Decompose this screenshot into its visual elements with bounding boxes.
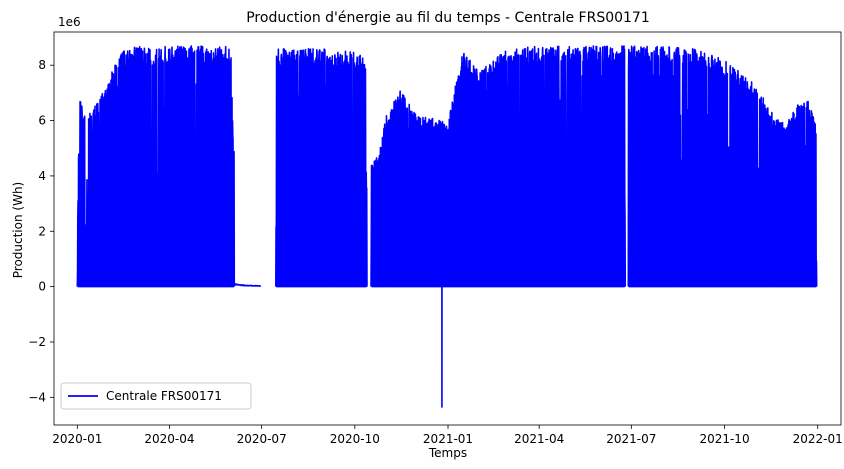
legend-label: Centrale FRS00171 [106, 389, 222, 403]
y-tick-label: −4 [28, 390, 46, 404]
series-line-segment-2 [233, 283, 262, 287]
series-line-segment-1 [76, 45, 236, 288]
series-line-segment-4 [370, 45, 627, 408]
y-tick-label: 6 [38, 114, 46, 128]
x-tick-label: 2022-01 [793, 432, 843, 446]
x-tick-label: 2020-04 [144, 432, 194, 446]
y-axis-multiplier: 1e6 [58, 15, 81, 29]
x-tick-label: 2020-01 [52, 432, 102, 446]
x-tick-label: 2020-07 [237, 432, 287, 446]
legend-box [60, 382, 252, 410]
legend: Centrale FRS00171 [60, 382, 252, 410]
series-line-segment-5 [627, 45, 818, 288]
y-tick-label: 8 [38, 58, 46, 72]
x-tick-label: 2021-01 [423, 432, 473, 446]
x-axis-label: Temps [428, 446, 467, 460]
y-tick-label: −2 [28, 335, 46, 349]
x-tick-label: 2021-04 [514, 432, 564, 446]
plot-area [50, 31, 842, 429]
series-line-segment-3 [275, 47, 368, 288]
x-tick-label: 2021-07 [606, 432, 656, 446]
x-tick-label: 2020-10 [330, 432, 380, 446]
y-tick-label: 0 [38, 280, 46, 294]
y-axis-label: Production (Wh) [11, 182, 25, 279]
x-tick-label: 2021-10 [699, 432, 749, 446]
chart-title: Production d'énergie au fil du temps - C… [246, 10, 650, 26]
axes-frame [53, 31, 842, 426]
y-tick-label: 4 [38, 169, 46, 183]
y-tick-label: 2 [38, 224, 46, 238]
